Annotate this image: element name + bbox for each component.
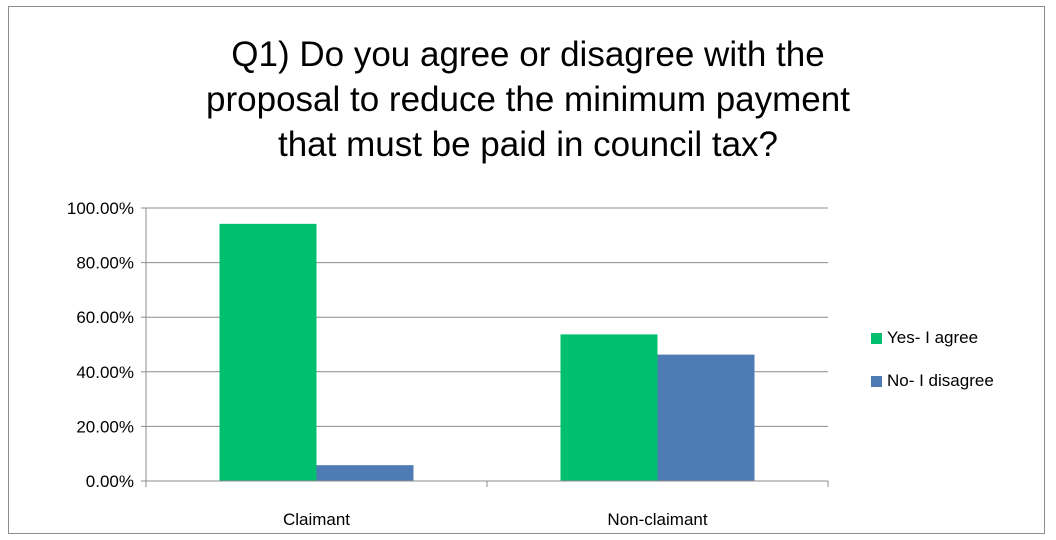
bar-no-non-claimant bbox=[657, 354, 755, 481]
chart-title: Q1) Do you agree or disagree with the pr… bbox=[0, 32, 1056, 167]
chart-frame bbox=[8, 6, 1045, 534]
y-tick-label-3: 60.00% bbox=[76, 308, 134, 327]
bar-no-claimant bbox=[316, 465, 414, 481]
chart-title-line-2: proposal to reduce the minimum payment bbox=[206, 80, 850, 119]
y-tick-label-0: 0.00% bbox=[86, 472, 134, 491]
legend-item-yes: Yes- I agree bbox=[871, 327, 994, 349]
chart-title-line-1: Q1) Do you agree or disagree with the bbox=[231, 35, 825, 74]
legend-swatch-no bbox=[871, 375, 882, 387]
legend-label-yes: Yes- I agree bbox=[887, 328, 979, 347]
legend-item-no: No- I disagree bbox=[871, 370, 994, 392]
bar-yes-claimant bbox=[219, 223, 317, 482]
bar-yes-non-claimant bbox=[560, 334, 658, 481]
legend-swatch-yes bbox=[871, 332, 882, 344]
y-tick-label-5: 100.00% bbox=[67, 199, 134, 218]
legend-label-no: No- I disagree bbox=[887, 371, 994, 390]
y-tick-label-4: 80.00% bbox=[76, 254, 134, 273]
x-tick-label-non-claimant: Non-claimant bbox=[607, 510, 707, 529]
chart-title-line-3: that must be paid in council tax? bbox=[277, 125, 778, 164]
legend: Yes- I agree No- I disagree bbox=[871, 327, 994, 413]
y-tick-label-1: 20.00% bbox=[76, 417, 134, 436]
x-tick-label-claimant: Claimant bbox=[283, 510, 350, 529]
y-tick-label-2: 40.00% bbox=[76, 363, 134, 382]
